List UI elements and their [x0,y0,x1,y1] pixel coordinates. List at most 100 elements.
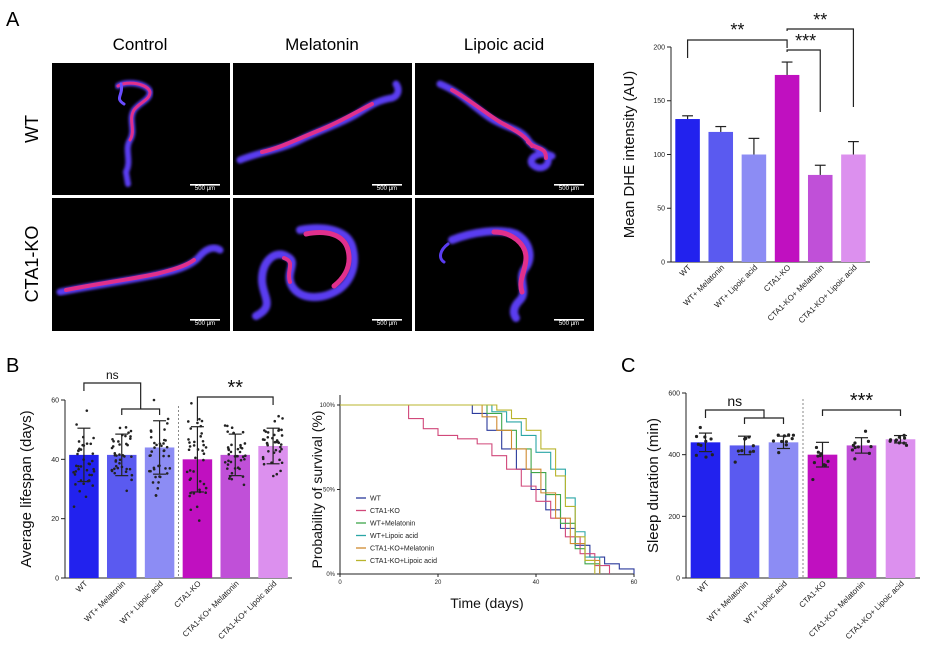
data-point [192,492,196,495]
data-point [91,484,95,487]
data-point [199,435,202,438]
x-tick-label-cta1-ko: CTA1-KO [762,263,792,293]
data-point [239,458,243,462]
survival-curve-cta1-ko-melatonin [340,404,601,574]
data-point [736,449,740,453]
data-point [75,423,78,426]
data-point [202,458,205,462]
data-point [777,451,781,455]
data-point [816,450,820,454]
data-point [186,420,190,423]
data-point [733,460,737,464]
data-point [112,439,115,443]
data-point [85,442,89,445]
data-point [195,505,199,509]
data-point [202,443,205,447]
data-point [154,494,158,497]
data-point [91,459,94,463]
significance-bracket [743,417,785,424]
data-point [153,446,156,449]
data-point [902,441,906,445]
data-point [277,414,280,418]
data-point [275,440,278,444]
data-point [164,467,167,470]
data-point [784,443,788,447]
data-point [82,482,85,485]
data-point [279,469,282,473]
data-point [85,409,89,412]
bar-cta1-ko-melatonin [807,174,833,262]
data-point [149,430,153,433]
data-point [747,435,751,439]
y-tick-label: 0 [676,575,680,582]
significance-label: *** [850,390,874,412]
data-point [113,467,116,471]
data-point [123,455,126,458]
data-point [863,429,868,433]
data-point [279,445,282,449]
data-point [129,435,132,438]
data-point [162,454,165,458]
data-point [114,464,118,468]
survival-curve-cta1-ko [340,404,611,574]
data-point [782,434,787,438]
data-point [238,467,241,471]
significance-bracket [704,409,765,418]
data-point [157,464,160,468]
y-tick-label: 50% [323,488,336,494]
data-point [230,477,234,481]
data-point [776,433,780,437]
data-point [771,439,776,443]
data-point [869,444,873,449]
y-tick-label: 400 [668,452,680,459]
data-point [710,453,714,457]
scale-bar-line [554,319,584,321]
data-point [188,445,192,448]
significance-label: ** [813,10,827,30]
data-point [81,443,84,447]
x-tick-label: 0 [338,580,342,586]
data-point [233,467,237,470]
data-point [197,519,201,522]
data-point [230,471,234,475]
data-point [115,454,118,457]
data-point [227,448,231,452]
data-point [82,458,85,461]
micrograph-ko-lipoic-acid [415,198,594,331]
row-title-cta1-ko: CTA1-KO [22,226,42,303]
data-point [812,461,817,465]
data-point [165,472,169,475]
legend-entry-wt-melatonin: WT+Melatonin [370,521,415,528]
data-point [204,486,208,490]
column-title-control: Control [113,35,168,54]
data-point [850,448,855,452]
data-point [280,428,283,432]
data-point [87,479,91,482]
data-point [118,426,122,430]
data-point [130,478,133,482]
data-point [130,455,133,458]
data-point [118,461,121,465]
data-point [226,430,229,433]
y-tick-label: 50 [657,206,665,213]
data-point [188,478,192,482]
data-point [158,442,162,445]
data-point [150,450,154,453]
data-point [160,444,163,448]
data-point [196,421,199,425]
x-tick-label-wt: WT [678,263,693,278]
data-point [118,458,122,462]
data-point [814,445,819,450]
data-point [894,438,898,442]
data-point [111,445,115,448]
data-point [699,443,703,447]
significance-label: ** [227,377,243,399]
x-axis-label: Time (days) [450,595,523,611]
scale-bar-line [190,319,220,321]
data-point [194,456,197,460]
data-point [694,453,698,457]
survival-curve-wt-lipoic-acid [340,404,601,574]
data-point [223,461,227,464]
